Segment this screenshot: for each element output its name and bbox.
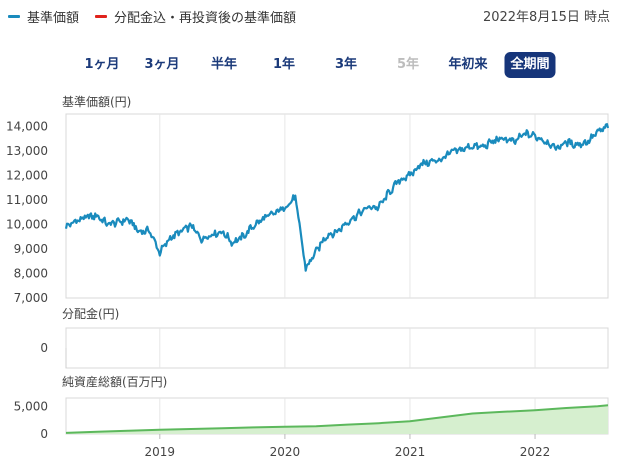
- nav-ytick-label: 10,000: [6, 217, 48, 231]
- xtick-label: 2022: [520, 445, 551, 459]
- legend-swatch-nav: [8, 14, 20, 18]
- distribution-axis-title: 分配金(円): [62, 306, 119, 321]
- net-assets-area: [66, 405, 608, 434]
- xtick-label: 2020: [270, 445, 301, 459]
- legend-item-reinvested[interactable]: 分配金込・再投資後の基準価額: [95, 7, 296, 26]
- distribution-ytick-label: 0: [40, 341, 48, 355]
- nav-ytick-label: 8,000: [14, 266, 48, 280]
- nav-ytick-label: 12,000: [6, 168, 48, 182]
- distribution-plot-area: [65, 327, 609, 369]
- xtick-label: 2021: [395, 445, 426, 459]
- nav-ytick-label: 14,000: [6, 119, 48, 133]
- period-button-5y: 5年: [396, 57, 420, 72]
- nav-ytick-label: 9,000: [14, 242, 48, 256]
- chart-legend: 基準価額 分配金込・再投資後の基準価額: [8, 6, 312, 26]
- legend-label-reinvested: 分配金込・再投資後の基準価額: [114, 10, 297, 26]
- period-button-6m[interactable]: 半年: [210, 57, 238, 72]
- period-button-all[interactable]: 全期間: [504, 52, 556, 78]
- period-selector: 1ヶ月 3ヶ月 半年 1年 3年 5年 年初来 全期間: [68, 52, 560, 78]
- net-assets-line: [65, 404, 609, 434]
- period-button-1y[interactable]: 1年: [272, 57, 296, 72]
- nav-axis-title: 基準価額(円): [62, 94, 131, 109]
- nav-plot-area: [65, 113, 609, 299]
- net-assets-ytick-label: 5,000: [14, 399, 48, 413]
- period-button-1m[interactable]: 1ヶ月: [84, 57, 120, 72]
- nav-ytick-label: 11,000: [6, 193, 48, 207]
- nav-ytick-label: 13,000: [6, 144, 48, 158]
- nav-series-line: [64, 123, 610, 272]
- legend-label-nav: 基準価額: [27, 10, 80, 26]
- legend-item-nav[interactable]: 基準価額: [8, 7, 79, 26]
- period-button-3y[interactable]: 3年: [334, 57, 358, 72]
- period-button-ytd[interactable]: 年初来: [448, 57, 488, 72]
- legend-swatch-reinvested: [95, 14, 108, 18]
- as-of-date: 2022年8月15日 時点: [482, 10, 610, 25]
- net-assets-axis-title: 純資産総額(百万円): [62, 374, 167, 389]
- nav-ytick-label: 7,000: [14, 291, 48, 305]
- xtick-label: 2019: [145, 445, 176, 459]
- period-button-3m[interactable]: 3ヶ月: [144, 57, 180, 72]
- net-assets-ytick-label: 0: [40, 427, 48, 441]
